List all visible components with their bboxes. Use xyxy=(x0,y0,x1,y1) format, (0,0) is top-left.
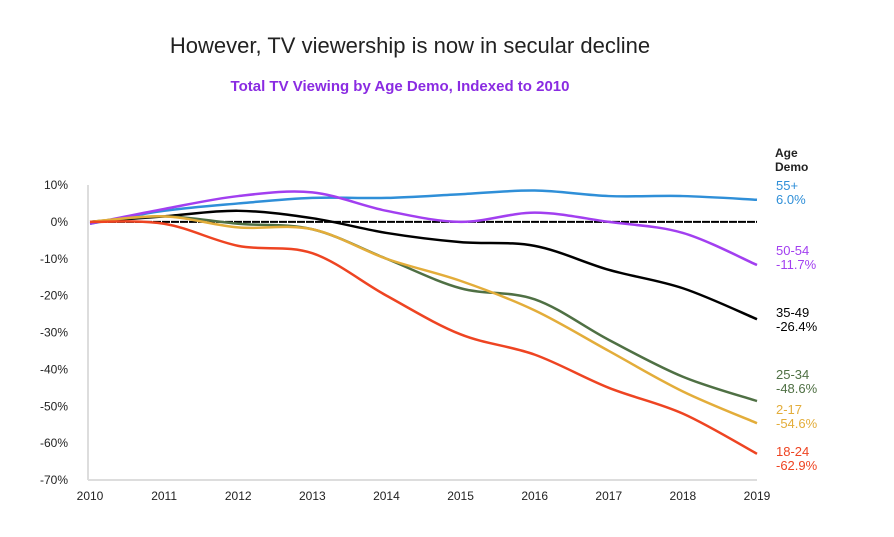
series-label-value: -48.6% xyxy=(776,381,818,396)
series-line-25-34 xyxy=(89,215,758,403)
y-tick-label: 10% xyxy=(44,178,68,192)
series-label-name: 25-34 xyxy=(776,367,809,382)
x-tick-label: 2017 xyxy=(595,489,622,503)
y-tick-label: -10% xyxy=(40,252,68,266)
series-label-name: 50-54 xyxy=(776,243,809,258)
x-tick-label: 2013 xyxy=(299,489,326,503)
series-label-name: 55+ xyxy=(776,178,798,193)
series-label-value: -62.9% xyxy=(776,458,818,473)
y-tick-label: -20% xyxy=(40,289,68,303)
series-label-name: 18-24 xyxy=(776,444,809,459)
x-tick-label: 2014 xyxy=(373,489,400,503)
y-tick-label: -60% xyxy=(40,436,68,450)
series-line-2-17 xyxy=(89,215,758,425)
y-tick-label: -40% xyxy=(40,362,68,376)
series-line-50-54 xyxy=(89,190,758,267)
page-title: However, TV viewership is now in secular… xyxy=(169,33,651,58)
x-tick-label: 2012 xyxy=(225,489,252,503)
x-tick-label: 2019 xyxy=(744,489,771,503)
y-tick-label: -30% xyxy=(40,326,68,340)
series-line-35-49 xyxy=(89,209,758,321)
y-tick-label: 0% xyxy=(51,215,69,229)
x-tick-label: 2018 xyxy=(670,489,697,503)
legend-title-age: Age xyxy=(775,146,798,160)
series-label-name: 2-17 xyxy=(776,402,802,417)
y-tick-label: -50% xyxy=(40,399,68,413)
y-tick-label: -70% xyxy=(40,473,68,487)
series-label-value: -11.7% xyxy=(776,257,817,272)
chart-title: Total TV Viewing by Age Demo, Indexed to… xyxy=(230,78,570,95)
series-label-value: -54.6% xyxy=(776,416,818,431)
x-tick-label: 2011 xyxy=(151,489,177,503)
x-tick-label: 2015 xyxy=(447,489,474,503)
series-label-value: 6.0% xyxy=(776,192,806,207)
x-tick-label: 2010 xyxy=(77,489,104,503)
series-label-value: -26.4% xyxy=(776,319,818,334)
series-label-name: 35-49 xyxy=(776,305,809,320)
series-line-18-24 xyxy=(89,220,758,455)
x-tick-label: 2016 xyxy=(521,489,548,503)
legend-title-demo: Demo xyxy=(775,160,808,174)
series-line-55+ xyxy=(89,189,758,225)
